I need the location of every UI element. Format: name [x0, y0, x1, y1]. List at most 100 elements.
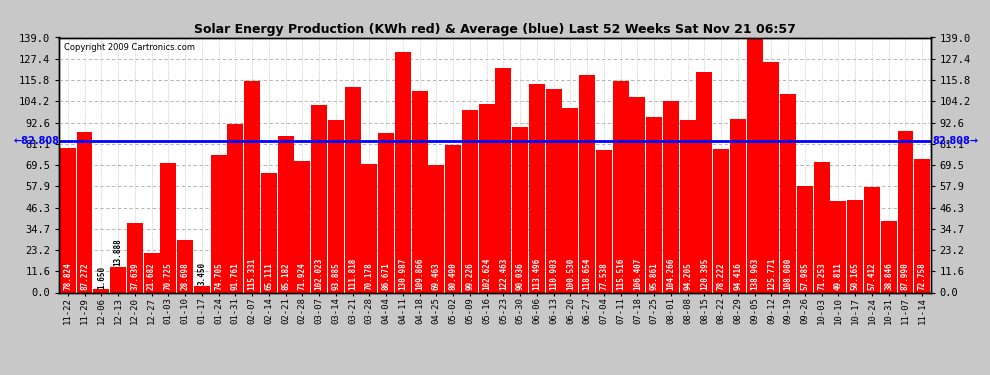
Text: 94.205: 94.205	[683, 262, 692, 290]
Bar	[663, 101, 679, 292]
Text: 109.866: 109.866	[415, 257, 424, 290]
Bar	[328, 120, 344, 292]
Bar	[228, 124, 244, 292]
Text: 78.222: 78.222	[717, 262, 726, 290]
Text: 86.671: 86.671	[381, 262, 391, 290]
Bar	[446, 145, 461, 292]
Bar	[613, 81, 629, 292]
Text: 87.272: 87.272	[80, 262, 89, 290]
Bar	[412, 91, 428, 292]
Bar	[630, 97, 645, 292]
Text: Copyright 2009 Cartronics.com: Copyright 2009 Cartronics.com	[63, 43, 195, 52]
Text: 71.924: 71.924	[298, 262, 307, 290]
Bar	[177, 240, 193, 292]
Text: 82.808→: 82.808→	[933, 136, 978, 146]
Bar	[245, 81, 260, 292]
Bar	[881, 221, 897, 292]
Text: 77.538: 77.538	[599, 262, 609, 290]
Text: 122.463: 122.463	[499, 257, 508, 290]
Text: 130.987: 130.987	[398, 257, 407, 290]
Bar	[746, 38, 762, 292]
Text: 70.725: 70.725	[163, 262, 173, 290]
Bar	[646, 117, 662, 292]
Bar	[277, 136, 294, 292]
Text: 113.496: 113.496	[533, 257, 542, 290]
Text: 3.450: 3.450	[197, 262, 206, 285]
Bar	[713, 149, 730, 292]
Bar	[898, 131, 914, 292]
Text: 13.888: 13.888	[114, 238, 123, 266]
Text: 118.654: 118.654	[583, 257, 592, 290]
Text: 120.395: 120.395	[700, 257, 709, 290]
Bar	[680, 120, 696, 292]
Bar	[579, 75, 595, 292]
Text: 80.490: 80.490	[448, 262, 457, 290]
Bar	[395, 52, 411, 292]
Text: 106.407: 106.407	[633, 257, 642, 290]
Text: 57.985: 57.985	[801, 262, 810, 290]
Text: 99.226: 99.226	[465, 262, 474, 290]
Bar	[294, 160, 310, 292]
Bar	[479, 104, 495, 292]
Text: 38.846: 38.846	[884, 262, 893, 290]
Text: 90.036: 90.036	[516, 262, 525, 290]
Bar	[211, 156, 227, 292]
Bar	[780, 94, 796, 292]
Text: 111.818: 111.818	[348, 257, 357, 290]
Text: 1.650: 1.650	[97, 266, 106, 288]
Bar	[160, 163, 176, 292]
Text: 50.165: 50.165	[850, 262, 859, 290]
Bar	[110, 267, 126, 292]
Text: 93.885: 93.885	[332, 262, 341, 290]
Text: 102.023: 102.023	[315, 257, 324, 290]
Text: 65.111: 65.111	[264, 262, 273, 290]
Bar	[596, 150, 612, 292]
Bar	[696, 72, 713, 292]
Text: 100.530: 100.530	[566, 257, 575, 290]
Text: 85.182: 85.182	[281, 262, 290, 290]
Bar	[915, 159, 931, 292]
Bar	[76, 132, 92, 292]
Bar	[763, 62, 779, 292]
Bar	[429, 165, 445, 292]
Text: 71.253: 71.253	[817, 262, 827, 290]
Text: 115.516: 115.516	[616, 257, 625, 290]
Bar	[194, 286, 210, 292]
Bar	[562, 108, 578, 292]
Bar	[311, 105, 327, 292]
Text: 110.903: 110.903	[549, 257, 558, 290]
Text: 70.178: 70.178	[365, 262, 374, 290]
Text: 104.266: 104.266	[666, 257, 675, 290]
Text: 74.705: 74.705	[214, 262, 223, 290]
Text: ←82.808: ←82.808	[13, 136, 59, 146]
Text: 21.682: 21.682	[148, 262, 156, 290]
Bar	[831, 201, 846, 292]
Text: 95.861: 95.861	[649, 262, 658, 290]
Text: 49.811: 49.811	[834, 262, 842, 290]
Text: 87.990: 87.990	[901, 262, 910, 290]
Text: 125.771: 125.771	[767, 257, 776, 290]
Bar	[59, 148, 76, 292]
Bar	[93, 290, 109, 292]
Text: 28.698: 28.698	[180, 262, 189, 290]
Text: 94.416: 94.416	[734, 262, 742, 290]
Text: 108.080: 108.080	[784, 257, 793, 290]
Bar	[864, 187, 880, 292]
Bar	[512, 128, 528, 292]
Bar	[127, 224, 143, 292]
Bar	[144, 253, 159, 292]
Text: 91.761: 91.761	[231, 262, 240, 290]
Bar	[797, 186, 813, 292]
Text: 57.412: 57.412	[867, 262, 876, 290]
Bar	[814, 162, 830, 292]
Bar	[261, 173, 277, 292]
Text: 115.331: 115.331	[248, 257, 256, 290]
Bar	[361, 164, 377, 292]
Bar	[730, 119, 745, 292]
Bar	[345, 87, 360, 292]
Bar	[529, 84, 545, 292]
Title: Solar Energy Production (KWh red) & Average (blue) Last 52 Weeks Sat Nov 21 06:5: Solar Energy Production (KWh red) & Aver…	[194, 23, 796, 36]
Text: 69.463: 69.463	[432, 262, 441, 290]
Text: 78.824: 78.824	[63, 262, 72, 290]
Bar	[847, 201, 863, 292]
